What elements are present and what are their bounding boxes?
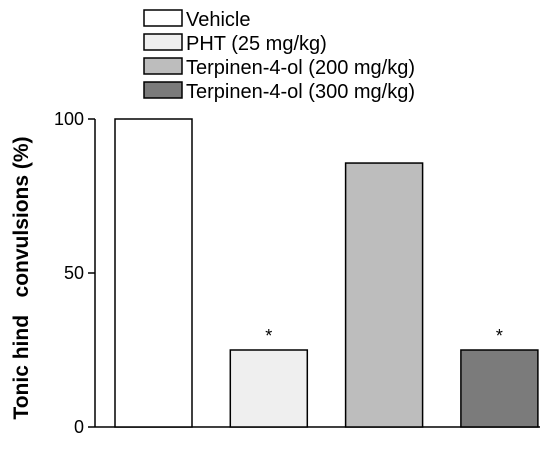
legend-label-3: Terpinen-4-ol (200 mg/kg) bbox=[186, 57, 415, 79]
bars bbox=[114, 118, 539, 428]
bar-4 bbox=[460, 349, 539, 428]
significance-markers: * * bbox=[265, 326, 503, 346]
y-axis-label: Tonic hind convulsions (%) bbox=[10, 136, 33, 419]
significance-marker: * bbox=[496, 326, 503, 346]
legend-label-1: Vehicle bbox=[186, 9, 251, 31]
legend-swatch-3 bbox=[143, 57, 183, 75]
legend-swatch-1 bbox=[143, 9, 183, 27]
legend-swatch-2 bbox=[143, 33, 183, 51]
legend-label-2: PHT (25 mg/kg) bbox=[186, 33, 327, 55]
bar-3 bbox=[344, 162, 424, 428]
y-axis: 0 50 100 bbox=[54, 109, 96, 437]
y-tick-label: 0 bbox=[74, 417, 84, 437]
significance-marker: * bbox=[265, 326, 272, 346]
bar-1 bbox=[114, 118, 193, 428]
y-tick-label: 50 bbox=[64, 263, 84, 283]
y-tick-label: 100 bbox=[54, 109, 84, 129]
legend-swatch-4 bbox=[143, 81, 183, 99]
bar-2 bbox=[229, 349, 309, 428]
legend-label-4: Terpinen-4-ol (300 mg/kg) bbox=[186, 81, 415, 103]
